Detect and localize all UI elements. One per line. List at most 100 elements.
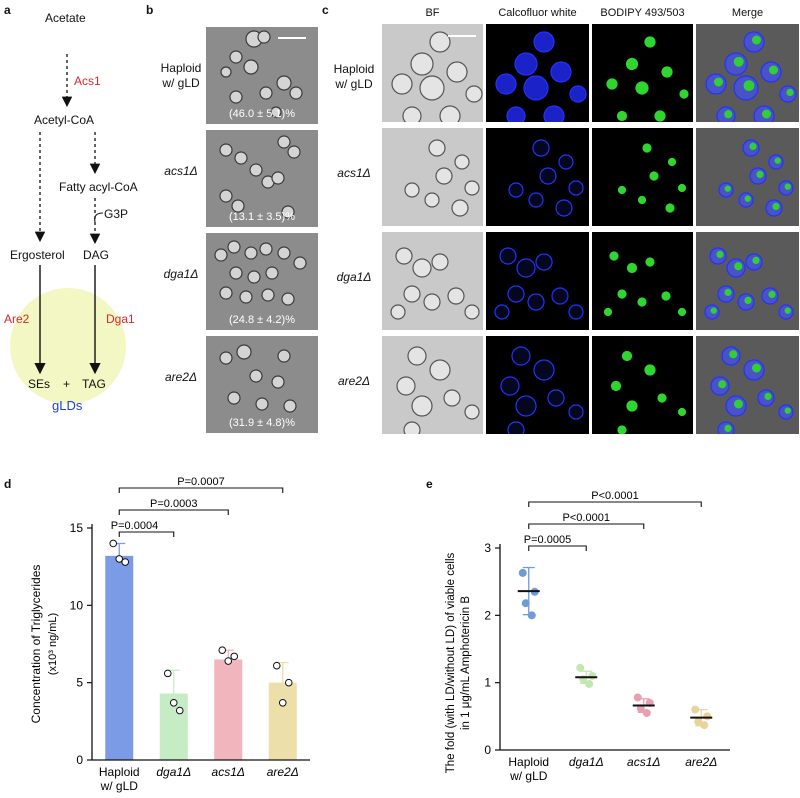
calcofluor-cell bbox=[558, 154, 574, 170]
p-value-label: P<0.0001 bbox=[563, 512, 610, 524]
dic-cell bbox=[249, 369, 263, 383]
dic-cell bbox=[259, 86, 273, 100]
data-point bbox=[518, 568, 527, 577]
dic-cells bbox=[219, 344, 297, 413]
calcofluor-cell bbox=[506, 106, 526, 122]
panel-a-label: a bbox=[4, 3, 11, 17]
calcofluor-cell bbox=[568, 304, 584, 320]
dic-cell bbox=[281, 205, 295, 219]
dic-cell bbox=[265, 266, 279, 280]
triglyceride-bar-chart: 0 5 10 15 Concentration of Triglycerides (x10… bbox=[29, 476, 310, 793]
are2-enzyme-label: Are2 bbox=[4, 312, 30, 326]
bf-cell bbox=[390, 304, 406, 320]
genotype-label-line1: are2Δ bbox=[164, 370, 198, 384]
data-point bbox=[284, 678, 293, 687]
data-point bbox=[527, 611, 536, 620]
bf-cells bbox=[396, 346, 480, 434]
bf-cell bbox=[435, 167, 453, 185]
bodipy-cells bbox=[610, 350, 687, 434]
merge-lipid-droplet bbox=[749, 142, 757, 150]
calcofluor-cells bbox=[500, 346, 584, 434]
channel-header: Merge bbox=[731, 7, 764, 19]
data-point bbox=[121, 558, 130, 566]
p-value-label: P=0.0003 bbox=[150, 498, 197, 510]
calcofluor-cell bbox=[499, 247, 517, 265]
bodipy-cell bbox=[637, 297, 647, 307]
dic-cell bbox=[227, 391, 241, 405]
y-tick-label: 5 bbox=[76, 676, 83, 690]
y-axis-label: The fold (with LD/without LD) of viable … bbox=[445, 552, 457, 773]
merge-lipid-droplet bbox=[724, 185, 731, 192]
merge-lipid-droplet bbox=[752, 35, 761, 45]
bf-cell bbox=[411, 395, 433, 417]
genotype-label: Haploid w/ gLD bbox=[326, 62, 382, 92]
merge-lipid-droplet bbox=[743, 80, 755, 91]
genotype-label-line1: Haploid bbox=[160, 61, 202, 75]
calcofluor-image bbox=[486, 336, 589, 434]
bf-cell bbox=[423, 293, 441, 311]
bodipy-cell bbox=[667, 157, 677, 167]
dic-cell bbox=[281, 292, 295, 306]
y-tick-label: 0 bbox=[484, 743, 491, 757]
merge-lipid-droplet bbox=[762, 109, 771, 119]
merge-lipid-droplet bbox=[744, 296, 752, 304]
brightfield-image bbox=[382, 232, 483, 330]
dic-cell bbox=[259, 242, 273, 256]
dic-micrograph: (46.0 ± 5.1)% bbox=[206, 27, 318, 124]
merge-lipid-droplet bbox=[716, 250, 724, 258]
merge-cells bbox=[704, 247, 794, 320]
merge-lipid-droplet bbox=[714, 77, 723, 87]
p-value-label: P=0.0004 bbox=[111, 520, 158, 532]
dic-cell bbox=[219, 189, 233, 203]
bf-cell bbox=[464, 304, 480, 320]
e-xtick-label: are2Δ bbox=[685, 755, 717, 769]
bf-cell bbox=[431, 253, 449, 271]
merge-lipid-droplet bbox=[724, 288, 732, 296]
data-point bbox=[109, 539, 118, 548]
calcofluor-cell bbox=[547, 389, 565, 407]
acs1-enzyme-label: Acs1 bbox=[74, 74, 101, 88]
bodipy-cell bbox=[649, 171, 659, 181]
data-point bbox=[169, 698, 178, 707]
calcofluor-cell bbox=[511, 346, 531, 366]
merge-lipid-droplet bbox=[724, 424, 732, 432]
calcofluor-cell bbox=[507, 421, 525, 434]
calcofluor-cell bbox=[523, 75, 549, 101]
merge-lipid-droplet bbox=[744, 195, 751, 202]
genotype-label-line2: w/ gLD bbox=[335, 77, 373, 91]
bodipy-cell bbox=[603, 307, 613, 317]
dic-cell bbox=[277, 246, 291, 260]
merge-lipid-droplet bbox=[768, 290, 776, 298]
merge-cells bbox=[710, 346, 794, 434]
g3p-branch bbox=[94, 212, 104, 223]
merge-cells bbox=[718, 139, 794, 217]
bodipy-cells bbox=[603, 251, 687, 317]
bf-cell bbox=[451, 199, 469, 217]
merge-lipid-droplet bbox=[769, 65, 778, 75]
dic-cell bbox=[247, 270, 261, 284]
bodipy-cell bbox=[657, 393, 667, 403]
dic-cell bbox=[261, 288, 275, 302]
calcofluor-cell bbox=[543, 105, 565, 122]
significance-bracket bbox=[528, 523, 645, 529]
y-tick-label: 0 bbox=[76, 753, 83, 767]
merge-lipid-droplet bbox=[729, 350, 738, 359]
plus-sign: + bbox=[63, 377, 71, 391]
dic-cell bbox=[214, 248, 228, 262]
calcofluor-cell bbox=[515, 395, 537, 417]
bf-cell bbox=[464, 404, 480, 420]
channel-header: BODIPY 493/503 bbox=[600, 7, 685, 19]
dic-cell bbox=[244, 246, 258, 260]
channel-header: Calcofluor white bbox=[498, 7, 577, 19]
tag-label: TAG bbox=[82, 377, 106, 391]
genotype-label-line1: dga1Δ bbox=[163, 267, 199, 281]
data-point bbox=[224, 657, 233, 665]
bodipy-cell bbox=[625, 57, 639, 71]
data-point bbox=[521, 599, 530, 608]
bodipy-cell bbox=[621, 350, 633, 362]
merge-lipid-droplet bbox=[784, 407, 791, 414]
dic-cell bbox=[270, 106, 282, 118]
calcofluor-cell bbox=[507, 285, 525, 303]
bodipy-cells bbox=[606, 36, 689, 122]
merge-lipid-droplet bbox=[724, 110, 733, 119]
